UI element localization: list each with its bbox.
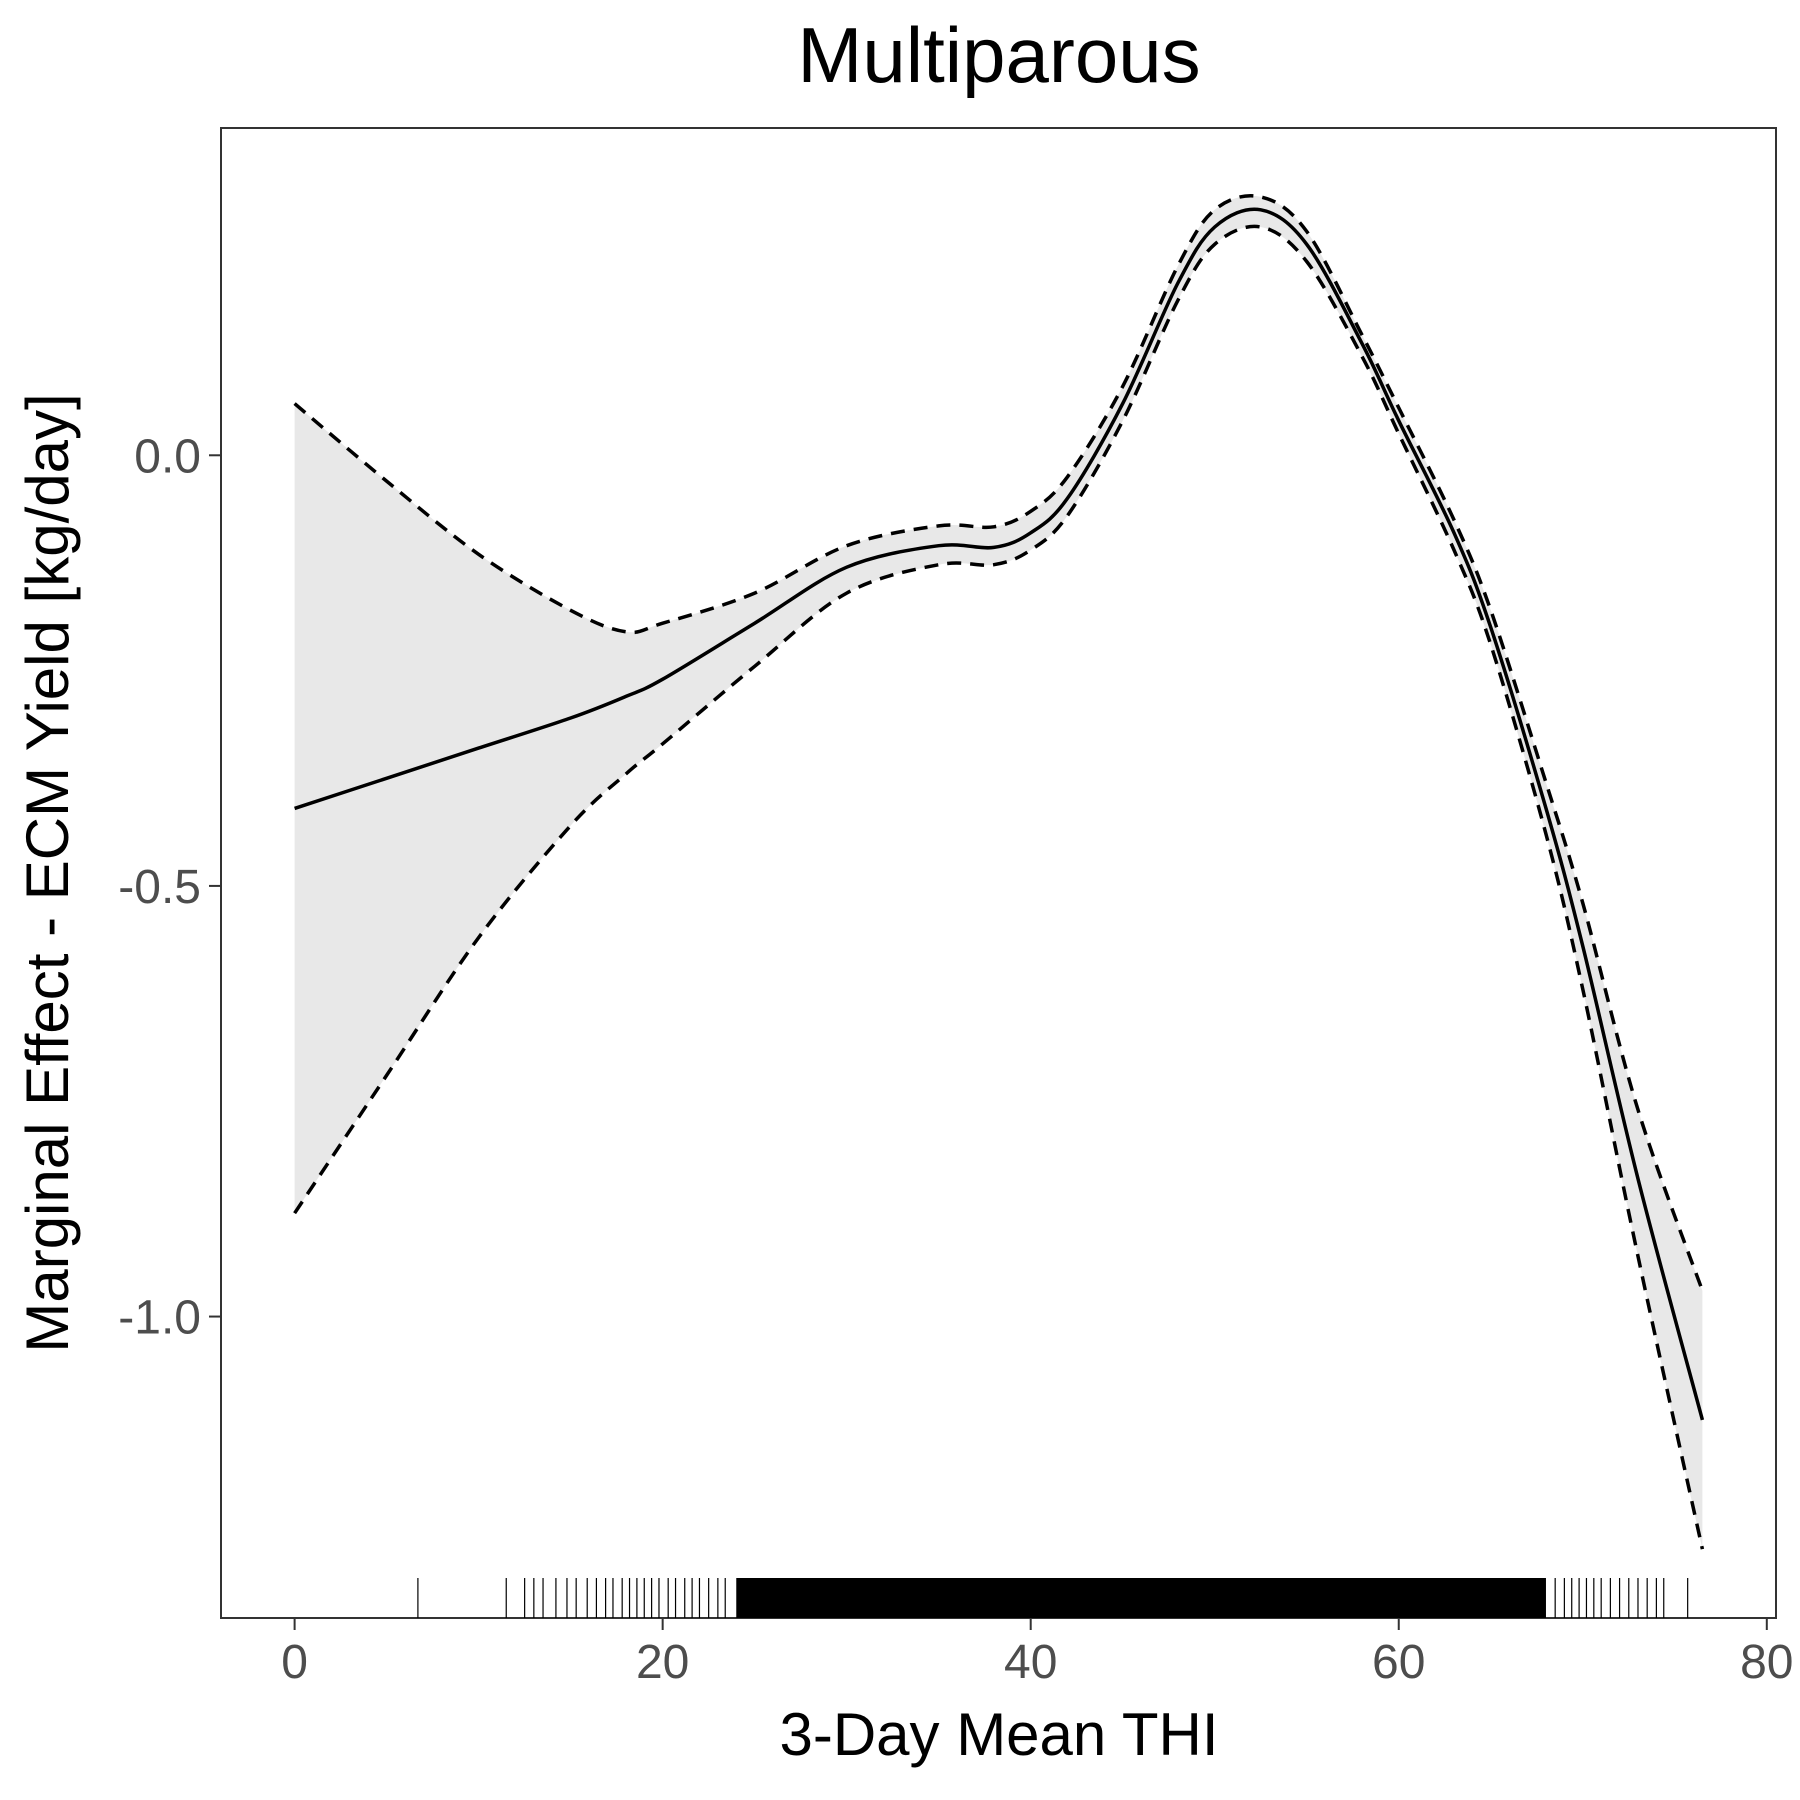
y-axis-title: Marginal Effect - ECM Yield [kg/day]: [14, 393, 81, 1352]
series-line-lower-ci: [293, 224, 1705, 1550]
y-tick-label: -1.0: [118, 1292, 201, 1345]
x-tick-label: 0: [281, 1636, 308, 1689]
y-tick-label: 0.0: [134, 430, 201, 483]
plot-layer: [293, 194, 1705, 1550]
x-axis: 0 20 40 60 80: [281, 1618, 1793, 1689]
confidence-ribbon: [294, 195, 1703, 1550]
y-tick-label: -0.5: [118, 861, 201, 914]
chart-title: Multiparous: [797, 11, 1200, 99]
x-tick-label: 40: [1004, 1636, 1057, 1689]
rug-dense-band: [736, 1578, 1546, 1618]
x-axis-title: 3-Day Mean THI: [779, 1701, 1218, 1768]
y-axis: 0.0 -0.5 -1.0: [118, 430, 221, 1345]
x-tick-label: 20: [636, 1636, 689, 1689]
rug: [417, 1578, 1689, 1618]
series-line-estimate: [294, 207, 1705, 1421]
x-tick-label: 60: [1372, 1636, 1425, 1689]
series-line-upper-ci: [293, 194, 1705, 1292]
x-tick-label: 80: [1740, 1636, 1793, 1689]
